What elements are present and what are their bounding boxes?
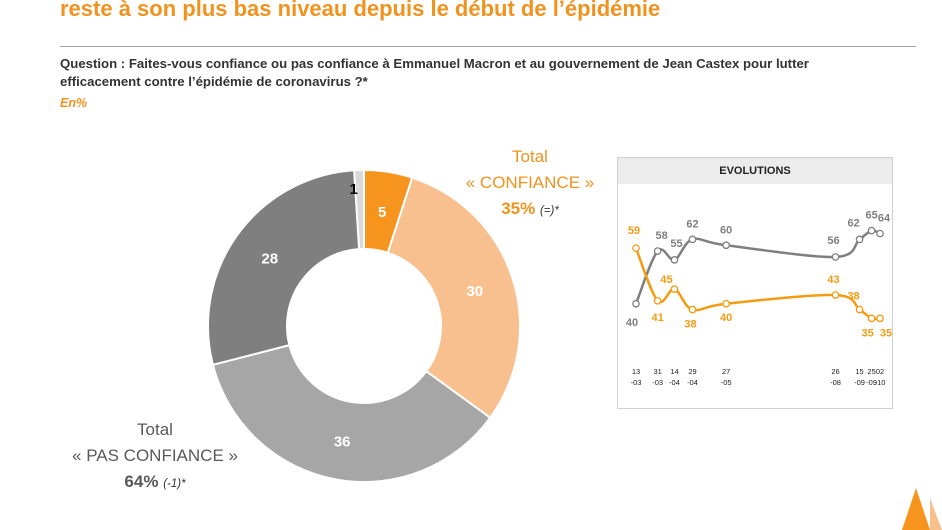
- donut-slice-1: [386, 176, 521, 420]
- donut-slice-label-1: 30: [466, 283, 483, 300]
- donut-chart: 5 30 36 28 1: [207, 168, 521, 483]
- evo-label-o-3: 38: [684, 319, 696, 331]
- evolutions-panel: EVOLUTIONS 40 58 55 62 60 56 62 65 64 59 41 45 38 40 4…: [617, 157, 893, 409]
- evo-tick-day-6: 15: [855, 367, 863, 376]
- evo-tick-day-3: 29: [688, 367, 696, 376]
- evo-point-1-5: [831, 291, 840, 299]
- evo-label-g-3: 62: [686, 218, 698, 230]
- evo-label-g-5: 56: [827, 235, 839, 247]
- evo-point-1-2: [670, 285, 679, 293]
- donut-slice-2: [211, 343, 492, 483]
- evo-tick-month-7: -09: [866, 378, 877, 387]
- evo-tick-month-2: -04: [669, 378, 680, 387]
- unit-label: En%: [60, 96, 88, 110]
- evo-label-g-8: 64: [878, 213, 891, 225]
- evo-tick-month-6: -09: [854, 378, 865, 387]
- headline: reste à son plus bas niveau depuis le dé…: [60, 0, 661, 21]
- evo-point-1-3: [688, 305, 697, 314]
- evo-point-0-2: [670, 256, 679, 264]
- evo-point-0-8: [876, 229, 884, 238]
- evo-label-g-6: 62: [847, 217, 859, 229]
- evo-label-g-2: 55: [670, 238, 682, 250]
- evo-label-o-1: 41: [652, 312, 664, 324]
- total-pas-confiance-line2: « PAS CONFIANCE »: [72, 446, 238, 465]
- evolutions-title: EVOLUTIONS: [618, 158, 892, 184]
- evo-point-0-7: [867, 226, 876, 235]
- evo-point-0-3: [688, 235, 697, 244]
- evo-label-o-4: 40: [720, 312, 732, 324]
- evo-label-g-4: 60: [720, 224, 732, 236]
- evo-point-1-4: [722, 299, 730, 308]
- evo-point-1-1: [653, 296, 662, 305]
- evo-tick-month-5: -08: [830, 378, 841, 387]
- total-pas-confiance-label: Total « PAS CONFIANCE » 64% (-1)*: [50, 417, 260, 497]
- evo-tick-month-1: -03: [652, 378, 663, 387]
- total-confiance-line1: Total: [512, 147, 548, 166]
- evo-point-0-6: [855, 235, 864, 244]
- evo-point-0-0: [632, 299, 640, 308]
- evo-point-1-0: [632, 244, 640, 253]
- evo-point-0-4: [722, 241, 730, 250]
- total-pas-confiance-pct: 64%: [124, 472, 159, 491]
- total-pas-confiance-change: (-1)*: [163, 478, 186, 490]
- total-pas-confiance-line1: Total: [137, 420, 173, 439]
- evo-label-o-5: 43: [827, 274, 839, 286]
- donut-slice-label-0: 5: [378, 204, 386, 221]
- evo-label-o-2: 45: [660, 274, 672, 286]
- evo-point-1-7: [867, 314, 876, 323]
- evo-tick-day-0: 13: [632, 367, 640, 376]
- evo-point-1-8: [876, 314, 884, 323]
- donut-slice-label-2: 36: [334, 433, 351, 450]
- donut-slice-label-3: 28: [261, 251, 278, 268]
- evo-label-g-1: 58: [656, 230, 668, 242]
- evo-tick-month-8: -10: [875, 378, 886, 387]
- total-confiance-pct: 35%: [501, 199, 536, 218]
- header-divider: [60, 46, 916, 47]
- total-confiance-line2: « CONFIANCE »: [465, 173, 595, 192]
- evo-tick-day-8: 02: [876, 367, 884, 376]
- evo-tick-day-5: 26: [831, 367, 839, 376]
- question-text: Question : Faites-vous confiance ou pas …: [60, 56, 809, 89]
- total-confiance-label: Total « CONFIANCE » 35% (=)*: [455, 144, 605, 224]
- evo-label-o-0: 59: [628, 225, 640, 237]
- evo-tick-month-4: -05: [721, 378, 732, 387]
- total-confiance-change: (=)*: [539, 205, 559, 217]
- evo-label-o-7: 35: [861, 327, 873, 339]
- evo-tick-day-4: 27: [722, 367, 730, 376]
- brand-logo-corner: [902, 488, 942, 530]
- evo-point-1-6: [855, 305, 864, 314]
- donut-slice-4: [353, 168, 365, 251]
- evo-point-0-1: [653, 247, 662, 255]
- evo-tick-day-7: 25: [867, 367, 875, 376]
- donut-slice-3: [207, 169, 361, 367]
- donut-slice-label-4: 1: [349, 181, 357, 198]
- evo-point-0-5: [831, 253, 840, 261]
- evo-tick-month-0: -03: [631, 378, 642, 387]
- evo-tick-day-2: 14: [670, 367, 678, 376]
- evo-label-g-7: 65: [865, 210, 877, 222]
- evo-label-o-8: 35: [880, 327, 892, 339]
- evo-tick-month-3: -04: [687, 378, 698, 387]
- evo-tick-day-1: 31: [653, 367, 661, 376]
- evo-label-o-6: 38: [847, 291, 859, 303]
- evo-label-g-0: 40: [626, 317, 638, 329]
